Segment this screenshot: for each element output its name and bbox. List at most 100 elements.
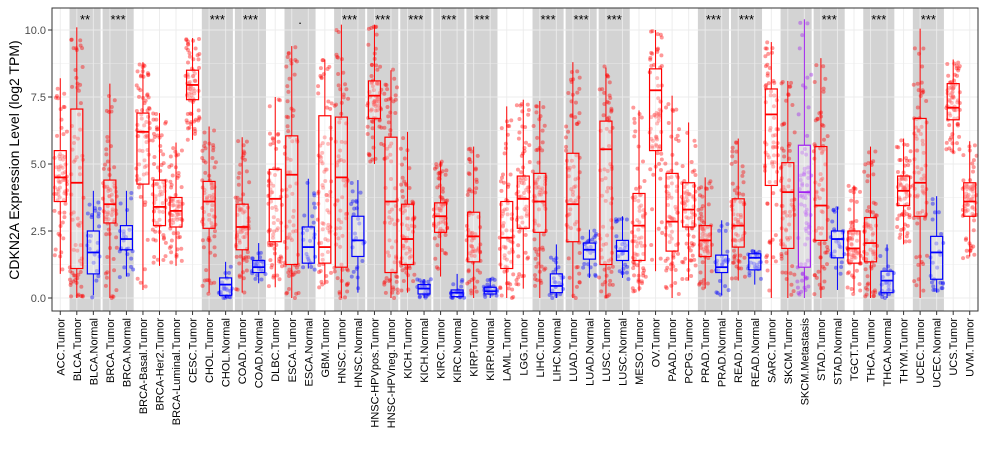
data-point: [196, 57, 201, 62]
data-point: [950, 86, 955, 91]
data-point: [685, 198, 690, 203]
data-point: [150, 138, 155, 143]
data-point: [138, 74, 143, 79]
data-point: [766, 155, 771, 160]
data-point: [616, 254, 621, 259]
data-point: [697, 282, 702, 287]
data-point: [699, 206, 704, 211]
shaded-band: [102, 8, 134, 311]
data-point: [459, 279, 464, 284]
data-point: [324, 193, 329, 198]
data-point: [904, 156, 909, 161]
data-point: [693, 172, 698, 177]
data-point: [57, 154, 62, 159]
data-point: [58, 151, 63, 156]
data-point: [804, 221, 809, 226]
data-point: [470, 238, 475, 243]
data-point: [392, 260, 397, 265]
data-point: [866, 161, 871, 166]
data-point: [184, 37, 189, 42]
data-point: [159, 163, 164, 168]
data-point: [316, 84, 321, 89]
data-point: [961, 178, 966, 183]
data-point: [825, 245, 830, 250]
data-point: [349, 181, 354, 186]
data-point: [320, 221, 325, 226]
box-iqr: [946, 82, 960, 121]
data-point: [236, 204, 241, 209]
data-point: [137, 148, 142, 153]
data-point: [951, 86, 956, 91]
data-point: [524, 211, 529, 216]
data-point: [654, 136, 659, 141]
data-point: [940, 280, 945, 285]
data-point: [689, 215, 694, 220]
data-point: [882, 267, 887, 272]
data-point: [176, 204, 181, 209]
data-point: [631, 105, 636, 110]
data-point: [271, 141, 276, 146]
data-point: [161, 258, 166, 263]
data-point: [184, 38, 189, 43]
data-point: [271, 275, 276, 280]
data-point: [143, 98, 148, 103]
y-tick-label: 2.5: [31, 226, 46, 238]
data-point: [950, 95, 955, 100]
data-point: [951, 94, 956, 99]
box-iqr: [318, 115, 332, 264]
data-point: [227, 270, 232, 275]
data-point: [788, 235, 793, 240]
data-point: [97, 224, 102, 229]
data-point: [773, 133, 778, 138]
data-point: [211, 145, 216, 150]
data-point: [405, 216, 410, 221]
data-point: [862, 169, 867, 174]
data-point: [798, 20, 803, 25]
data-point: [129, 256, 134, 261]
data-point: [871, 200, 876, 205]
data-point: [206, 237, 211, 242]
data-point: [617, 217, 622, 222]
data-point: [96, 274, 101, 279]
data-point: [320, 183, 325, 188]
data-point: [432, 236, 437, 241]
data-point: [618, 247, 623, 252]
data-point: [325, 105, 330, 110]
data-point: [801, 195, 806, 200]
data-point: [915, 81, 920, 86]
data-point: [964, 183, 969, 188]
data-point: [142, 165, 147, 170]
data-point: [77, 165, 82, 170]
data-point: [803, 226, 808, 231]
data-point: [53, 95, 58, 100]
data-point: [244, 268, 249, 273]
data-point: [855, 238, 860, 243]
data-point: [69, 37, 74, 42]
data-point: [537, 175, 542, 180]
data-point: [369, 80, 374, 85]
data-point: [517, 229, 522, 234]
data-point: [804, 228, 809, 233]
x-tick-label: THYM.Tumor: [899, 318, 911, 384]
data-point: [383, 98, 388, 103]
data-point: [902, 186, 907, 191]
x-tick-label: BRCA-Her2.Tumor: [154, 318, 166, 411]
data-point: [950, 89, 955, 94]
data-point: [179, 246, 184, 251]
data-point: [669, 236, 674, 241]
data-point: [56, 164, 61, 169]
data-point: [444, 251, 449, 256]
data-point: [312, 191, 317, 196]
data-point: [732, 254, 737, 259]
data-point: [855, 231, 860, 236]
data-point: [608, 129, 613, 134]
data-point: [871, 249, 876, 254]
data-point: [368, 108, 373, 113]
data-point: [406, 287, 411, 292]
data-point: [158, 168, 163, 173]
data-point: [865, 208, 870, 213]
data-point: [904, 183, 909, 188]
data-point: [954, 141, 959, 146]
data-point: [540, 128, 545, 133]
data-point: [279, 264, 284, 269]
